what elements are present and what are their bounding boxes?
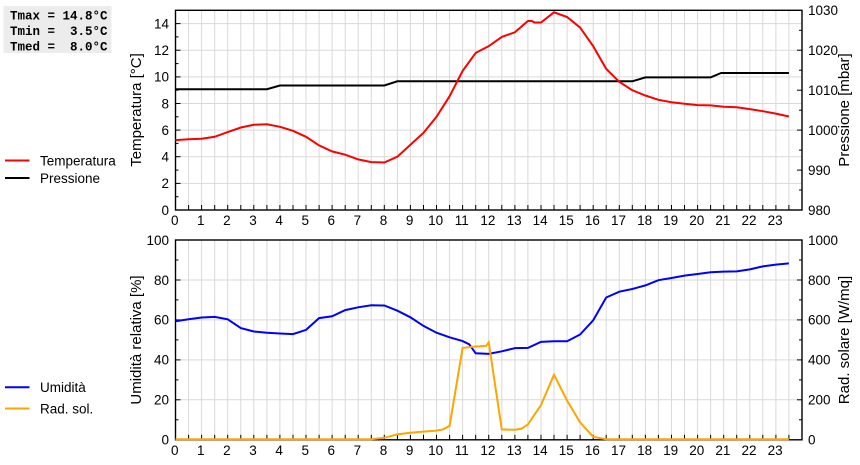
svg-text:16: 16: [585, 213, 600, 228]
svg-text:10: 10: [154, 70, 169, 85]
svg-text:Tmin = 3.5°C: Tmin = 3.5°C: [10, 25, 108, 39]
svg-text:2: 2: [223, 213, 231, 228]
svg-text:Pressione: Pressione: [40, 171, 100, 186]
svg-text:0: 0: [161, 433, 169, 448]
svg-text:9: 9: [406, 213, 414, 228]
svg-text:8: 8: [380, 213, 388, 228]
svg-text:7: 7: [354, 443, 362, 458]
svg-text:1: 1: [197, 213, 205, 228]
svg-text:19: 19: [663, 213, 678, 228]
svg-text:15: 15: [559, 213, 574, 228]
svg-text:2: 2: [223, 443, 231, 458]
svg-text:0: 0: [808, 433, 816, 448]
svg-text:5: 5: [301, 443, 309, 458]
svg-text:10: 10: [428, 213, 443, 228]
svg-text:4: 4: [275, 443, 283, 458]
svg-text:Tmed = 8.0°C: Tmed = 8.0°C: [10, 41, 108, 55]
svg-text:0: 0: [171, 213, 179, 228]
svg-text:1030: 1030: [808, 3, 838, 18]
svg-text:12: 12: [480, 443, 495, 458]
svg-text:0: 0: [161, 203, 169, 218]
svg-text:10: 10: [428, 443, 443, 458]
svg-text:20: 20: [689, 213, 704, 228]
svg-text:1000: 1000: [808, 233, 838, 248]
svg-text:20: 20: [154, 393, 169, 408]
svg-text:14: 14: [533, 443, 549, 458]
svg-text:Temperatura [°C]: Temperatura [°C]: [128, 53, 145, 167]
svg-text:40: 40: [154, 353, 169, 368]
svg-text:15: 15: [559, 443, 574, 458]
svg-text:23: 23: [768, 443, 783, 458]
svg-text:22: 22: [741, 443, 756, 458]
svg-text:12: 12: [480, 213, 495, 228]
svg-text:13: 13: [507, 443, 522, 458]
svg-text:17: 17: [611, 213, 626, 228]
svg-text:100: 100: [146, 233, 169, 248]
svg-text:6: 6: [161, 123, 169, 138]
svg-text:8: 8: [161, 96, 169, 111]
svg-text:3: 3: [249, 213, 257, 228]
svg-text:18: 18: [637, 443, 652, 458]
svg-text:18: 18: [637, 213, 652, 228]
svg-text:11: 11: [455, 443, 469, 458]
svg-text:9: 9: [406, 443, 414, 458]
svg-text:6: 6: [328, 443, 336, 458]
svg-text:4: 4: [161, 150, 169, 165]
svg-text:8: 8: [380, 443, 388, 458]
svg-text:200: 200: [808, 393, 831, 408]
svg-text:3: 3: [249, 443, 257, 458]
svg-text:19: 19: [663, 443, 678, 458]
svg-text:Tmax = 14.8°C: Tmax = 14.8°C: [10, 10, 108, 24]
svg-text:16: 16: [585, 443, 600, 458]
svg-text:22: 22: [741, 213, 756, 228]
svg-text:60: 60: [154, 313, 169, 328]
svg-text:400: 400: [808, 353, 831, 368]
svg-text:Umidità: Umidità: [40, 380, 86, 395]
svg-text:Temperatura: Temperatura: [40, 153, 116, 168]
svg-text:6: 6: [328, 213, 336, 228]
svg-text:1010: 1010: [808, 83, 838, 98]
svg-text:990: 990: [808, 163, 831, 178]
svg-text:23: 23: [768, 213, 783, 228]
svg-text:Rad. solare [W/mq]: Rad. solare [W/mq]: [836, 276, 853, 404]
svg-text:20: 20: [689, 443, 704, 458]
svg-text:Rad. sol.: Rad. sol.: [40, 401, 93, 416]
svg-text:14: 14: [533, 213, 549, 228]
svg-text:4: 4: [275, 213, 283, 228]
svg-text:5: 5: [301, 213, 309, 228]
svg-text:13: 13: [507, 213, 522, 228]
svg-text:800: 800: [808, 273, 831, 288]
svg-text:7: 7: [354, 213, 362, 228]
svg-text:12: 12: [154, 43, 169, 58]
svg-text:1000: 1000: [808, 123, 838, 138]
svg-text:Umidità relativa [%]: Umidità relativa [%]: [128, 275, 145, 404]
svg-text:0: 0: [171, 443, 179, 458]
svg-text:Pressione [mbar]: Pressione [mbar]: [836, 53, 853, 166]
svg-text:21: 21: [715, 443, 730, 458]
svg-text:80: 80: [154, 273, 169, 288]
svg-text:21: 21: [715, 213, 730, 228]
svg-text:17: 17: [611, 443, 626, 458]
svg-text:14: 14: [154, 16, 170, 31]
svg-text:600: 600: [808, 313, 831, 328]
svg-text:2: 2: [161, 176, 169, 191]
svg-text:1020: 1020: [808, 43, 838, 58]
svg-text:980: 980: [808, 203, 831, 218]
svg-text:11: 11: [455, 213, 469, 228]
svg-text:1: 1: [197, 443, 205, 458]
